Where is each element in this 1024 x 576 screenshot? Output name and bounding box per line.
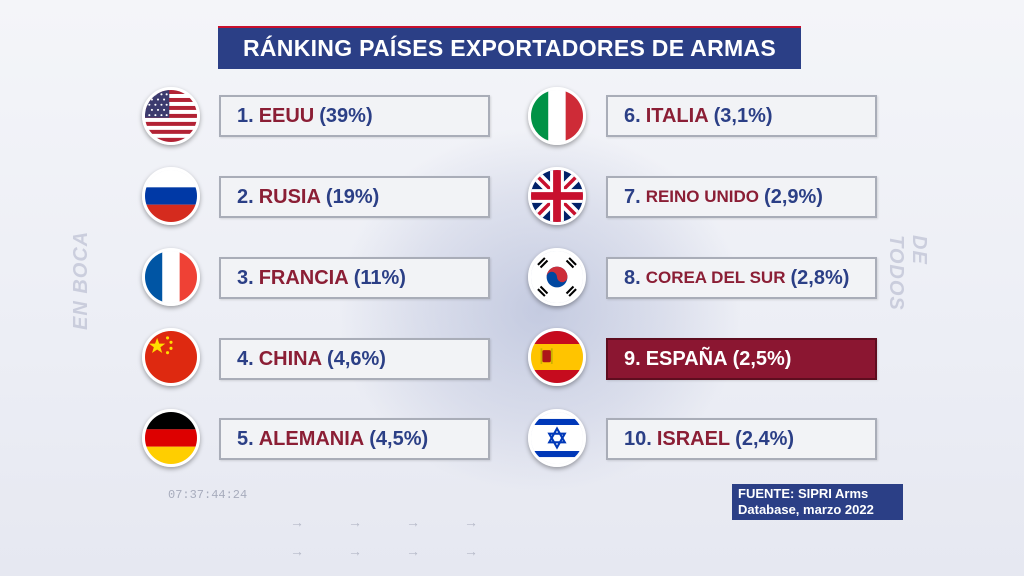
export-share: (2,5%) [732, 347, 792, 370]
country-name: EEUU [258, 104, 315, 127]
background-side-text-left: EN BOCA [70, 230, 92, 330]
country-name: RUSIA [258, 185, 321, 208]
spain-flag-icon [528, 328, 586, 386]
export-share: (2,4%) [735, 427, 795, 450]
china-flag-icon [142, 328, 200, 386]
source-line-2: Database, marzo 2022 [738, 502, 874, 517]
usa-flag-icon [142, 87, 200, 145]
export-share: (19%) [325, 185, 380, 208]
export-share: (3,1%) [713, 104, 773, 127]
country-name: CHINA [258, 347, 323, 370]
rank-number: 1. [237, 104, 254, 127]
ranking-item-2: 2. RUSIA (19%) [219, 176, 490, 218]
background-arrows-row-1: →→→→ [290, 514, 522, 530]
export-share: (11%) [353, 266, 406, 289]
country-name: ESPAÑA [645, 347, 728, 370]
germany-flag-icon [142, 409, 200, 467]
rank-number: 7. [624, 185, 641, 208]
country-name: REINO UNIDO [645, 187, 760, 206]
ranking-item-8: 8. COREA DEL SUR (2,8%) [606, 257, 877, 299]
rank-number: 5. [237, 427, 254, 450]
rank-number: 4. [237, 347, 254, 370]
ranking-title: RÁNKING PAÍSES EXPORTADORES DE ARMAS [218, 26, 801, 69]
country-name: ALEMANIA [258, 427, 365, 450]
country-name: ITALIA [645, 104, 709, 127]
ranking-item-5: 5. ALEMANIA (4,5%) [219, 418, 490, 460]
country-name: FRANCIA [258, 266, 349, 289]
background-arrows-row-2: →→→→ [290, 543, 522, 559]
uk-flag-icon [528, 167, 586, 225]
russia-flag-icon [142, 167, 200, 225]
export-share: (4,6%) [327, 347, 386, 370]
export-share: (2,8%) [790, 266, 850, 289]
source-caption: FUENTE: SIPRI Arms Database, marzo 2022 [732, 484, 903, 520]
israel-flag-icon [528, 409, 586, 467]
ranking-item-4: 4. CHINA (4,6%) [219, 338, 490, 380]
source-line-1: FUENTE: SIPRI Arms [738, 486, 869, 501]
south-korea-flag-icon [528, 248, 586, 306]
italy-flag-icon [528, 87, 586, 145]
ranking-item-10: 10. ISRAEL (2,4%) [606, 418, 877, 460]
rank-number: 8. [624, 266, 641, 289]
rank-number: 10. [624, 427, 652, 450]
france-flag-icon [142, 248, 200, 306]
rank-number: 9. [624, 347, 641, 370]
background-timecode: 07:37:44:24 [168, 488, 248, 502]
rank-number: 3. [237, 266, 254, 289]
export-share: (4,5%) [369, 427, 429, 450]
ranking-item-9: 9. ESPAÑA (2,5%) [606, 338, 877, 380]
ranking-item-1: 1. EEUU (39%) [219, 95, 490, 137]
country-name: COREA DEL SUR [645, 268, 786, 287]
ranking-item-7: 7. REINO UNIDO (2,9%) [606, 176, 877, 218]
ranking-item-3: 3. FRANCIA (11%) [219, 257, 490, 299]
country-name: ISRAEL [656, 427, 731, 450]
background-side-text-right: DE TODOS [885, 235, 930, 311]
ranking-item-6: 6. ITALIA (3,1%) [606, 95, 877, 137]
rank-number: 6. [624, 104, 641, 127]
export-share: (39%) [319, 104, 373, 127]
rank-number: 2. [237, 185, 254, 208]
export-share: (2,9%) [764, 185, 823, 208]
